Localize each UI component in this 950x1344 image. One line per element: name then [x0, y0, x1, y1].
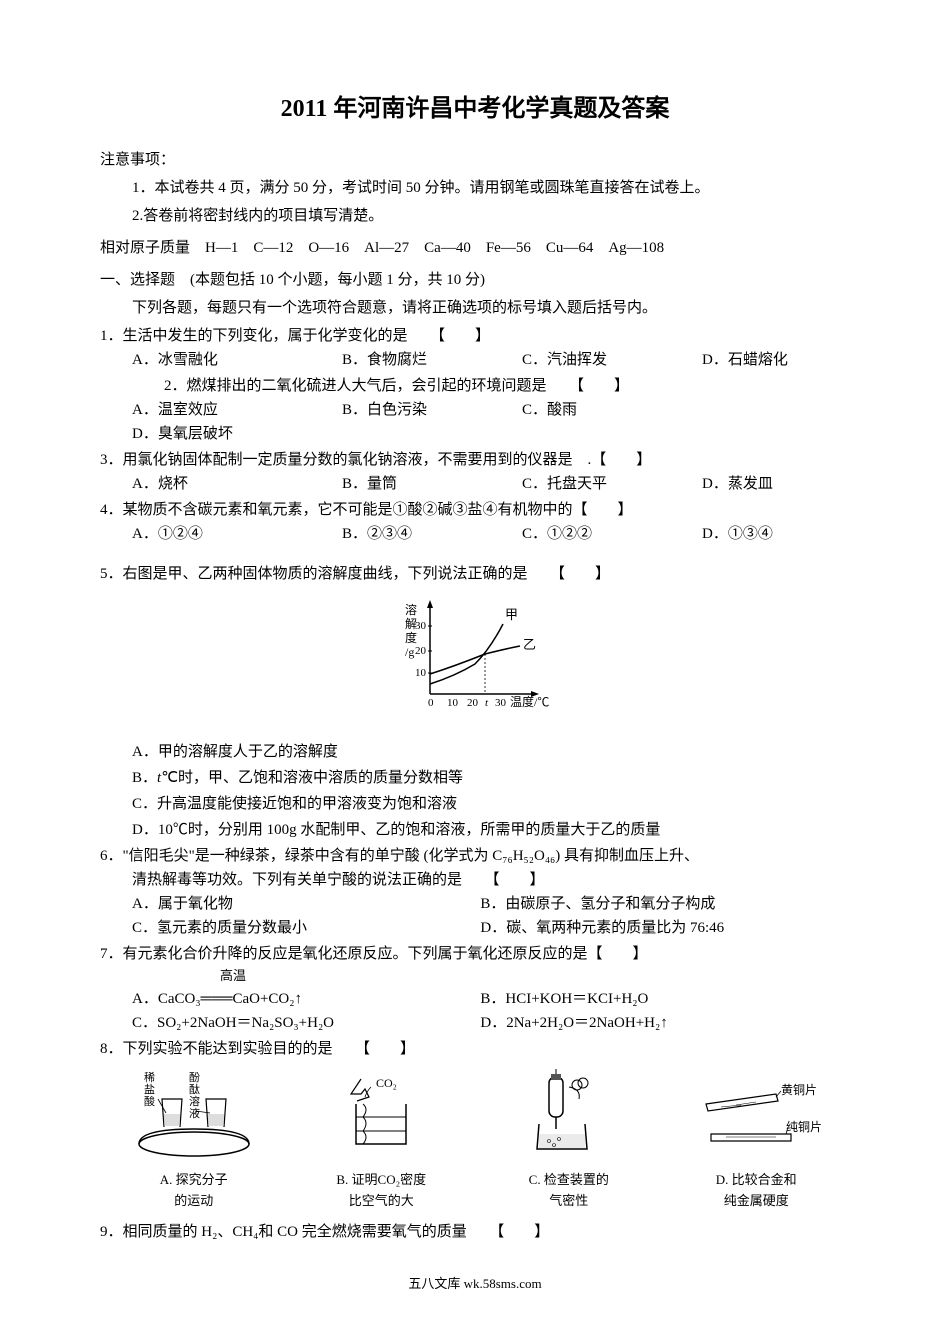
question-7: 7．有元素化合价升降的反应是氧化还原反应。下列属于氧化还原反应的是【 】 高温 …: [100, 942, 850, 1035]
q5-option-c: C．升高温度能使接近饱和的甲溶液变为饱和溶液: [132, 792, 850, 816]
note-item-2: 2.答卷前将密封线内的项目填写清楚。: [132, 204, 850, 228]
q4-text: 4．某物质不含碳元素和氧元素，它不可能是①酸②碱③盐④有机物中的【 】: [100, 498, 850, 522]
exp-d-top-label: 黄铜片: [781, 1082, 817, 1097]
q7-condition: 高温: [220, 966, 850, 987]
exp-c-label-1: C. 检查装置的: [475, 1170, 663, 1191]
q7-option-b: B．HCI+KOH＝KCI+H₂O: [480, 987, 825, 1011]
q7-option-c: C．SO₂+2NaOH＝Na₂SO₃+H₂O: [132, 1011, 477, 1035]
q2-option-d: D．臭氧层破坏: [132, 422, 233, 446]
q3-option-a: A．烧杯: [132, 472, 292, 496]
q6-option-d: D．碳、氧两种元素的质量比为 76:46: [480, 916, 825, 940]
question-9: 9．相同质量的 H₂、CH₄和 CO 完全燃烧需要氧气的质量 【 】: [100, 1220, 850, 1244]
q3-option-d: D．蒸发皿: [702, 472, 773, 496]
atomic-mass: 相对原子质量 H—1 C—12 O—16 Al—27 Ca—40 Fe—56 C…: [100, 236, 850, 260]
notes-header: 注意事项：: [100, 148, 850, 172]
question-8: 8．下列实验不能达到实验目的的是 【 】 稀 盐 酸 酚 酞 溶 液 A. 探究…: [100, 1037, 850, 1211]
svg-text:溶: 溶: [189, 1094, 200, 1108]
q8-text: 8．下列实验不能达到实验目的的是 【 】: [100, 1037, 850, 1061]
exp-b-label-2: 比空气的大: [288, 1191, 476, 1212]
q3-option-c: C．托盘天平: [522, 472, 652, 496]
q6-option-c: C．氢元素的质量分数最小: [132, 916, 477, 940]
svg-text:酞: 酞: [189, 1082, 200, 1096]
q7-text: 7．有元素化合价升降的反应是氧化还原反应。下列属于氧化还原反应的是【 】: [100, 942, 850, 966]
q3-text: 3．用氯化钠固体配制一定质量分数的氯化钠溶液，不需要用到的仪器是 .【 】: [100, 448, 850, 472]
note-item-1: 1．本试卷共 4 页，满分 50 分，考试时间 50 分钟。请用钢笔或圆珠笔直接…: [132, 176, 850, 200]
experiment-c: C. 检查装置的 气密性: [475, 1069, 663, 1211]
question-3: 3．用氯化钠固体配制一定质量分数的氯化钠溶液，不需要用到的仪器是 .【 】 A．…: [100, 448, 850, 496]
q6-text-2: 清热解毒等功效。下列有关单宁酸的说法正确的是 【 】: [132, 868, 850, 892]
chart-xlabel: 温度/℃: [510, 694, 549, 709]
svg-text:液: 液: [189, 1106, 200, 1120]
q6-option-a: A．属于氧化物: [132, 892, 477, 916]
q2-option-a: A．温室效应: [132, 398, 292, 422]
exp-a-right-label: 酚: [189, 1070, 200, 1084]
q5-option-a: A．甲的溶解度人于乙的溶解度: [132, 740, 850, 764]
svg-text:30: 30: [415, 620, 427, 632]
exp-c-label-2: 气密性: [475, 1191, 663, 1212]
q2-option-b: B．白色污染: [342, 398, 472, 422]
solubility-chart: 溶 解 度 /g 30 20 10 0 10 20 t 30 温度/℃ 甲 乙: [100, 594, 850, 732]
page-footer: 五八文库 wk.58sms.com: [100, 1274, 850, 1295]
experiment-b: CO₂ B. 证明CO₂密度 比空气的大: [288, 1069, 476, 1211]
q1-text: 1．生活中发生的下列变化，属于化学变化的是 【 】: [100, 324, 850, 348]
q1-option-b: B．食物腐烂: [342, 348, 472, 372]
exam-title: 2011 年河南许昌中考化学真题及答案: [100, 90, 850, 128]
svg-text:30: 30: [495, 697, 507, 709]
q5-option-b: B．t℃时，甲、乙饱和溶液中溶质的质量分数相等: [132, 766, 850, 790]
chart-ylabel-1: 溶: [405, 602, 417, 617]
exp-b-co2-label: CO₂: [376, 1076, 397, 1090]
chart-series-jia: 甲: [505, 607, 518, 622]
q1-option-c: C．汽油挥发: [522, 348, 652, 372]
svg-text:盐: 盐: [144, 1083, 155, 1096]
exp-a-label-1: A. 探究分子: [100, 1170, 288, 1191]
svg-text:10: 10: [447, 697, 459, 709]
q2-text: 2．燃煤排出的二氧化硫进人大气后，会引起的环境问题是 【 】: [164, 374, 850, 398]
q1-option-d: D．石蜡熔化: [702, 348, 788, 372]
section1-header: 一、选择题 (本题包括 10 个小题，每小题 1 分，共 10 分): [100, 268, 850, 292]
experiment-a: 稀 盐 酸 酚 酞 溶 液 A. 探究分子 的运动: [100, 1069, 288, 1211]
q3-option-b: B．量筒: [342, 472, 472, 496]
q1-option-a: A．冰雪融化: [132, 348, 292, 372]
exp-d-bottom-label: 纯铜片: [786, 1119, 822, 1134]
svg-text:0: 0: [428, 697, 434, 709]
svg-text:酸: 酸: [144, 1094, 155, 1108]
q4-option-d: D．①③④: [702, 522, 773, 546]
q5-option-d: D．10℃时，分别用 100g 水配制甲、乙的饱和溶液，所需甲的质量大于乙的质量: [132, 818, 850, 842]
chart-series-yi: 乙: [523, 637, 536, 652]
svg-text:20: 20: [467, 697, 479, 709]
svg-text:t: t: [485, 697, 489, 709]
q4-option-c: C．①②②: [522, 522, 652, 546]
q7-option-d: D．2Na+2H₂O＝2NaOH+H₂↑: [480, 1011, 825, 1035]
exp-b-label-1: B. 证明CO₂密度: [288, 1170, 476, 1191]
exp-d-label-2: 纯金属硬度: [663, 1191, 851, 1212]
q5-text: 5．右图是甲、乙两种固体物质的溶解度曲线，下列说法正确的是 【 】: [100, 562, 850, 586]
svg-text:10: 10: [415, 667, 427, 679]
q7-option-a: A．CaCO₃═══CaO+CO₂↑: [132, 987, 477, 1011]
section1-desc: 下列各题，每题只有一个选项符合题意，请将正确选项的标号填入题后括号内。: [132, 296, 850, 320]
exp-a-label-2: 的运动: [100, 1191, 288, 1212]
experiment-d: 黄铜片 纯铜片 D. 比较合金和 纯金属硬度: [663, 1069, 851, 1211]
q2-option-c: C．酸雨: [522, 398, 652, 422]
exp-d-label-1: D. 比较合金和: [663, 1170, 851, 1191]
chart-ylabel-3: 度: [405, 630, 417, 645]
q4-option-b: B．②③④: [342, 522, 472, 546]
q6-option-b: B．由碳原子、氢分子和氧分子构成: [480, 892, 825, 916]
q6-text-1: 6．"信阳毛尖"是一种绿茶，绿茶中含有的单宁酸 (化学式为 C₇₆H₅₂O₄₆)…: [100, 844, 850, 868]
question-4: 4．某物质不含碳元素和氧元素，它不可能是①酸②碱③盐④有机物中的【 】 A．①②…: [100, 498, 850, 546]
svg-text:20: 20: [415, 645, 427, 657]
question-6: 6．"信阳毛尖"是一种绿茶，绿茶中含有的单宁酸 (化学式为 C₇₆H₅₂O₄₆)…: [100, 844, 850, 940]
question-2: 2．燃煤排出的二氧化硫进人大气后，会引起的环境问题是 【 】 A．温室效应 B．…: [100, 374, 850, 446]
exp-a-left-label: 稀: [144, 1071, 155, 1084]
q9-text: 9．相同质量的 H₂、CH₄和 CO 完全燃烧需要氧气的质量 【 】: [100, 1220, 850, 1244]
question-1: 1．生活中发生的下列变化，属于化学变化的是 【 】 A．冰雪融化 B．食物腐烂 …: [100, 324, 850, 372]
q4-option-a: A．①②④: [132, 522, 292, 546]
question-5: 5．右图是甲、乙两种固体物质的溶解度曲线，下列说法正确的是 【 】 溶 解 度 …: [100, 562, 850, 842]
chart-unit: /g: [405, 645, 414, 659]
